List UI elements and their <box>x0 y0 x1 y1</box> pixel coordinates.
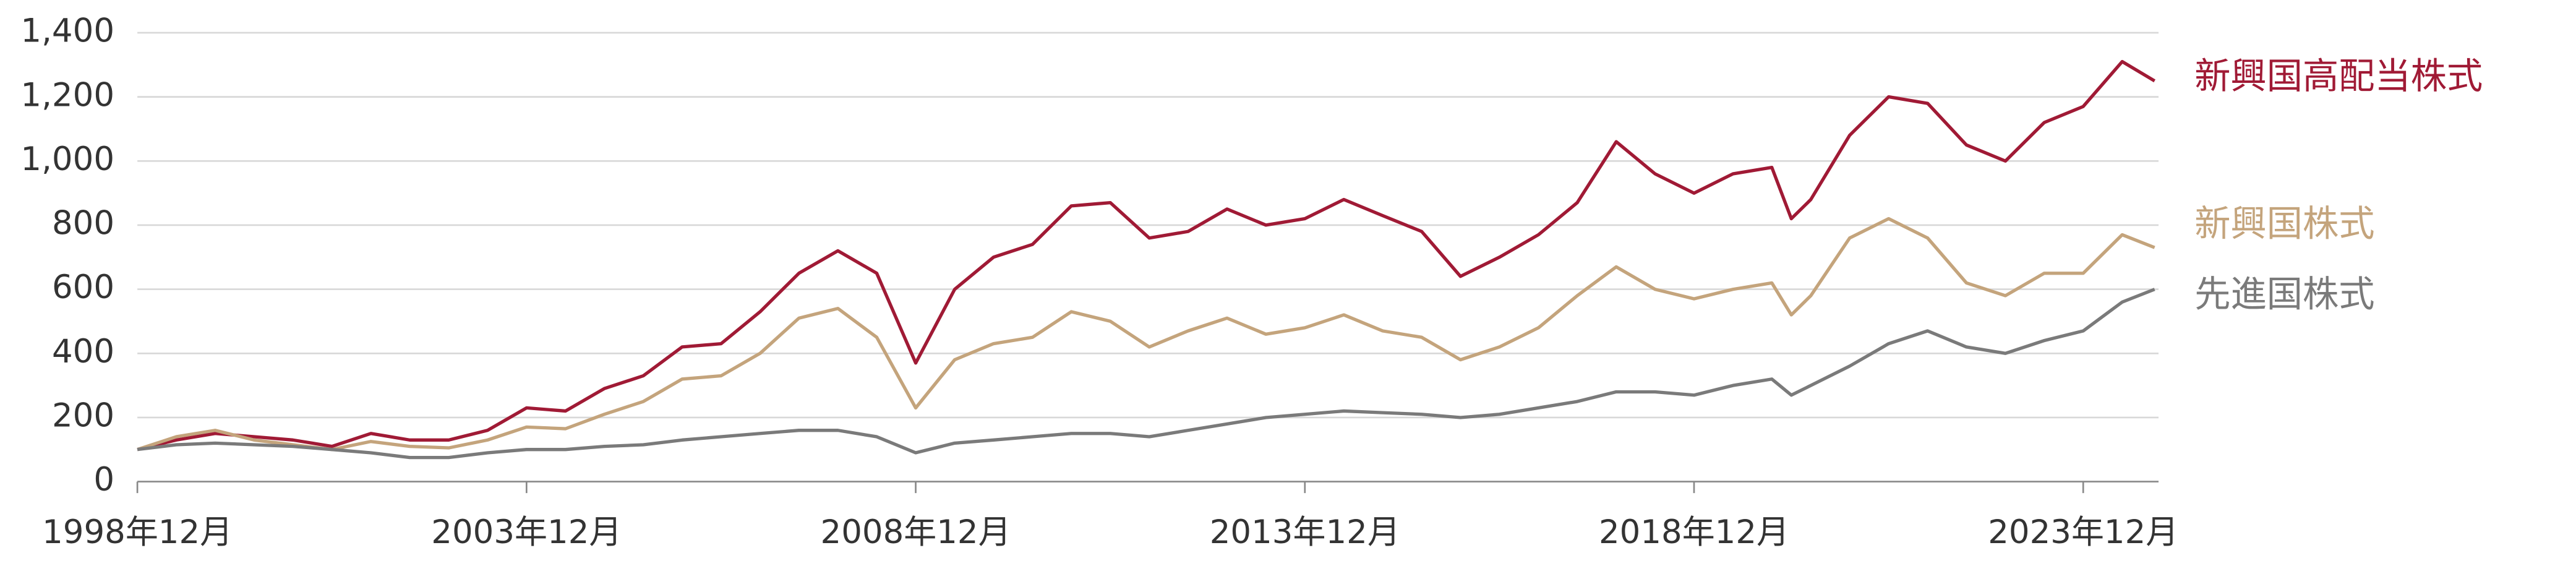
series-line <box>137 59 2156 452</box>
y-tick-label: 1,400 <box>20 12 114 50</box>
x-tick-label: 2013年12月 <box>1210 513 1400 551</box>
x-tick-label: 2008年12月 <box>821 513 1011 551</box>
y-tick-label: 1,000 <box>20 140 114 178</box>
legend-label: 新興国高配当株式 <box>2194 55 2483 97</box>
y-tick-label: 600 <box>52 268 114 306</box>
x-tick-label: 2003年12月 <box>431 513 622 551</box>
y-tick-label: 200 <box>52 397 114 435</box>
series-line <box>137 217 2155 452</box>
legend-label: 先進国株式 <box>2194 273 2374 315</box>
y-tick-label: 1,200 <box>20 76 114 114</box>
x-tick-label: 2023年12月 <box>1988 513 2178 551</box>
x-tick-label: 2018年12月 <box>1599 513 1789 551</box>
y-tick-label: 0 <box>93 461 114 499</box>
y-tick-label: 400 <box>52 333 114 371</box>
series-line <box>137 288 2155 460</box>
y-tick-label: 800 <box>52 205 114 242</box>
legend-label: 新興国株式 <box>2194 203 2374 245</box>
x-tick-label: 1998年12月 <box>42 513 233 551</box>
